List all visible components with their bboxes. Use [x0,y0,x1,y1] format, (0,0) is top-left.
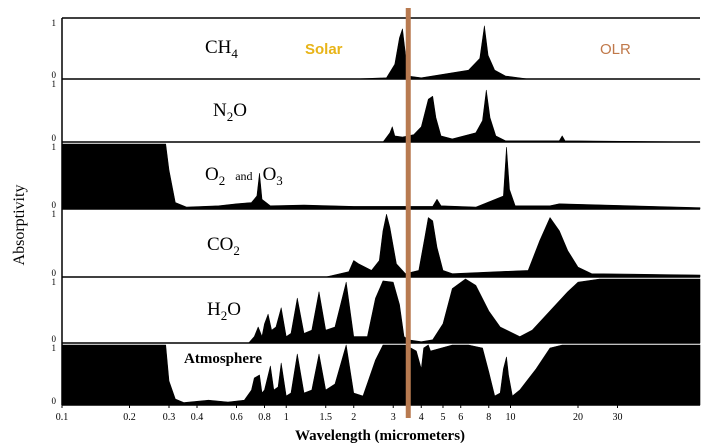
x-tick-label: 0.6 [230,412,243,423]
y-tick-label-1: 1 [52,18,57,28]
x-tick-label: 0.2 [123,412,136,423]
panel-o2-and-o3: 1 0 O2 and O3 [52,141,701,210]
x-axis-label: Wavelength (micrometers) [295,428,465,443]
x-tick-label: 5 [440,412,445,423]
panel-h2o: 1 0 H2O [52,276,701,344]
gas-label: CH4 [205,37,238,61]
y-tick-label-1: 1 [52,209,57,219]
gas-label: H2O [207,299,241,323]
y-axis-label: Absorptivity [11,185,28,266]
solar-annotation: Solar [305,41,343,58]
x-tick-label: 0.4 [191,412,204,423]
y-tick-label-0: 0 [52,334,57,344]
x-tick-label: 1 [284,412,289,423]
y-tick-label-0: 0 [52,70,57,80]
panel-co2: 1 0 CO2 [52,208,701,278]
y-tick-label-1: 1 [52,277,57,287]
x-tick-label: 4 [419,412,424,423]
y-tick-label-1: 1 [52,79,57,89]
x-tick-label: 0.8 [258,412,271,423]
x-tick-label: 2 [351,412,356,423]
gas-label: N2O [213,100,247,124]
x-tick-label: 10 [505,412,515,423]
y-tick-label-0: 0 [52,200,57,210]
y-tick-label-1: 1 [52,142,57,152]
olr-annotation: OLR [600,41,631,58]
panel-ch4: 1 0 CH4 [52,17,701,80]
x-tick-label: 3 [391,412,396,423]
x-axis-group: 0.1 0.2 0.3 0.4 0.6 0.8 1 1.5 2 3 4 5 6 8 10 20 30 [56,404,700,423]
absorption-area [61,25,701,80]
absorption-area [61,143,701,210]
x-tick-label: 8 [486,412,491,423]
x-tick-label: 20 [573,412,583,423]
x-tick-label: 30 [612,412,622,423]
x-tick-label: 0.3 [163,412,176,423]
absorption-area [61,214,701,278]
y-tick-label-1: 1 [52,343,57,353]
y-tick-label-0: 0 [52,396,57,406]
gas-label: CO2 [207,234,240,258]
gas-label: O2 and O3 [205,164,283,188]
x-tick-label: 6 [458,412,463,423]
absorption-area [61,344,701,406]
absorption-area [61,89,701,143]
absorption-area [61,278,701,344]
y-tick-label-0: 0 [52,268,57,278]
y-tick-label-0: 0 [52,133,57,143]
gas-label: Atmosphere [184,351,262,367]
panel-atmosphere: 1 0 Atmosphere [52,342,701,406]
x-tick-label: 0.1 [56,412,69,423]
panel-n2o: 1 0 N2O [52,78,701,143]
x-tick-label: 1.5 [319,412,332,423]
